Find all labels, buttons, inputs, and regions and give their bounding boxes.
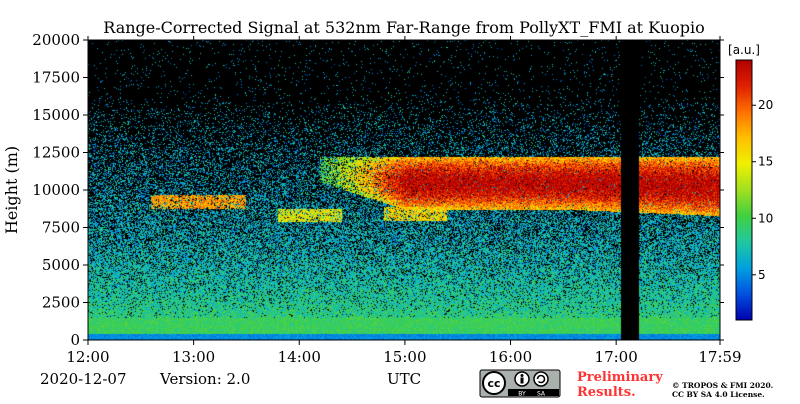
share-alike-icon xyxy=(533,371,549,387)
colorbar-gradient xyxy=(735,59,753,321)
version-label: Version: 2.0 xyxy=(159,370,250,388)
y-axis: 0 2500 5000 7500 10000 12500 15000 17500 20000 xyxy=(32,31,724,349)
y-axis-label: Height (m) xyxy=(2,146,21,234)
x-tick-label: 15:00 xyxy=(383,348,426,366)
y-tick-label: 10000 xyxy=(32,181,80,199)
license-badge-strip xyxy=(508,389,559,396)
license-badge[interactable]: cc BY SA xyxy=(479,369,561,398)
x-tick-label: 17:59 xyxy=(698,348,741,366)
x-tick-label: 16:00 xyxy=(489,348,532,366)
y-tick-label: 7500 xyxy=(42,219,80,237)
license-sa-label: SA xyxy=(537,391,546,398)
copyright-line-1: © TROPOS & FMI 2020. xyxy=(672,381,773,390)
attribution-icon-head xyxy=(520,374,524,377)
heatmap-raster-container xyxy=(88,40,720,340)
colorbar-tick-label: 10 xyxy=(758,211,773,225)
colorbar-ticks: 5 10 15 20 xyxy=(752,98,773,282)
colorbar-label: [a.u.] xyxy=(728,43,760,57)
x-axis: 12:00 13:00 14:00 15:00 16:00 17:00 17:59 xyxy=(66,36,742,366)
colorbar-tick-label: 5 xyxy=(758,268,766,282)
x-tick-label: 13:00 xyxy=(172,348,215,366)
y-tick-label: 17500 xyxy=(32,69,80,87)
y-tick-label: 15000 xyxy=(32,106,80,124)
cc-icon xyxy=(482,371,506,395)
colorbar: [a.u.] 5 10 15 20 xyxy=(728,43,773,321)
preliminary-label: Preliminary xyxy=(577,370,663,385)
date-label: 2020-12-07 xyxy=(40,370,126,388)
x-tick-label: 12:00 xyxy=(66,348,109,366)
y-tick-label: 12500 xyxy=(32,144,80,162)
y-tick-label: 0 xyxy=(70,331,80,349)
colorbar-tick-label: 20 xyxy=(758,98,773,112)
x-tick-label: 14:00 xyxy=(278,348,321,366)
attribution-icon-body xyxy=(520,377,524,384)
share-alike-icon-arrow xyxy=(536,374,546,384)
x-tick-label: 17:00 xyxy=(595,348,638,366)
cc-icon-text: cc xyxy=(487,377,500,390)
results-label: Results. xyxy=(577,385,636,400)
y-tick-label: 2500 xyxy=(42,294,80,312)
y-tick-label: 20000 xyxy=(32,31,80,49)
heatmap-raster xyxy=(88,40,720,340)
y-tick-label: 5000 xyxy=(42,256,80,274)
colorbar-tick-label: 15 xyxy=(758,155,773,169)
license-by-label: BY xyxy=(518,391,526,398)
copyright-line-2: CC BY SA 4.0 License. xyxy=(672,390,765,399)
plot-area xyxy=(87,39,721,341)
chart-title: Range-Corrected Signal at 532nm Far-Rang… xyxy=(103,18,704,37)
x-axis-label: UTC xyxy=(387,370,421,388)
